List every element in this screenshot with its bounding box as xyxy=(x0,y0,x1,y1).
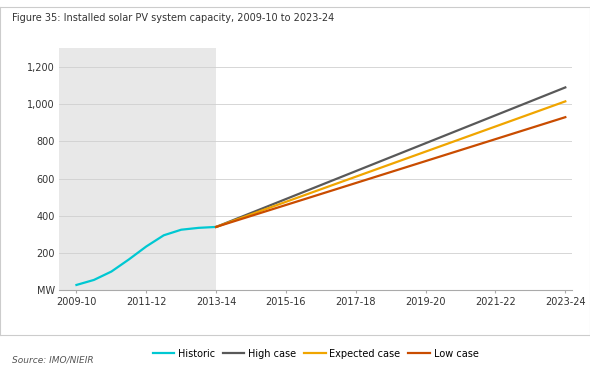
Text: Figure 35: Installed solar PV system capacity, 2009-10 to 2023-24: Figure 35: Installed solar PV system cap… xyxy=(12,13,334,23)
Bar xyxy=(59,48,216,290)
Text: Source: IMO/NIEIR: Source: IMO/NIEIR xyxy=(12,356,93,365)
Legend: Historic, High case, Expected case, Low case: Historic, High case, Expected case, Low … xyxy=(149,345,483,363)
